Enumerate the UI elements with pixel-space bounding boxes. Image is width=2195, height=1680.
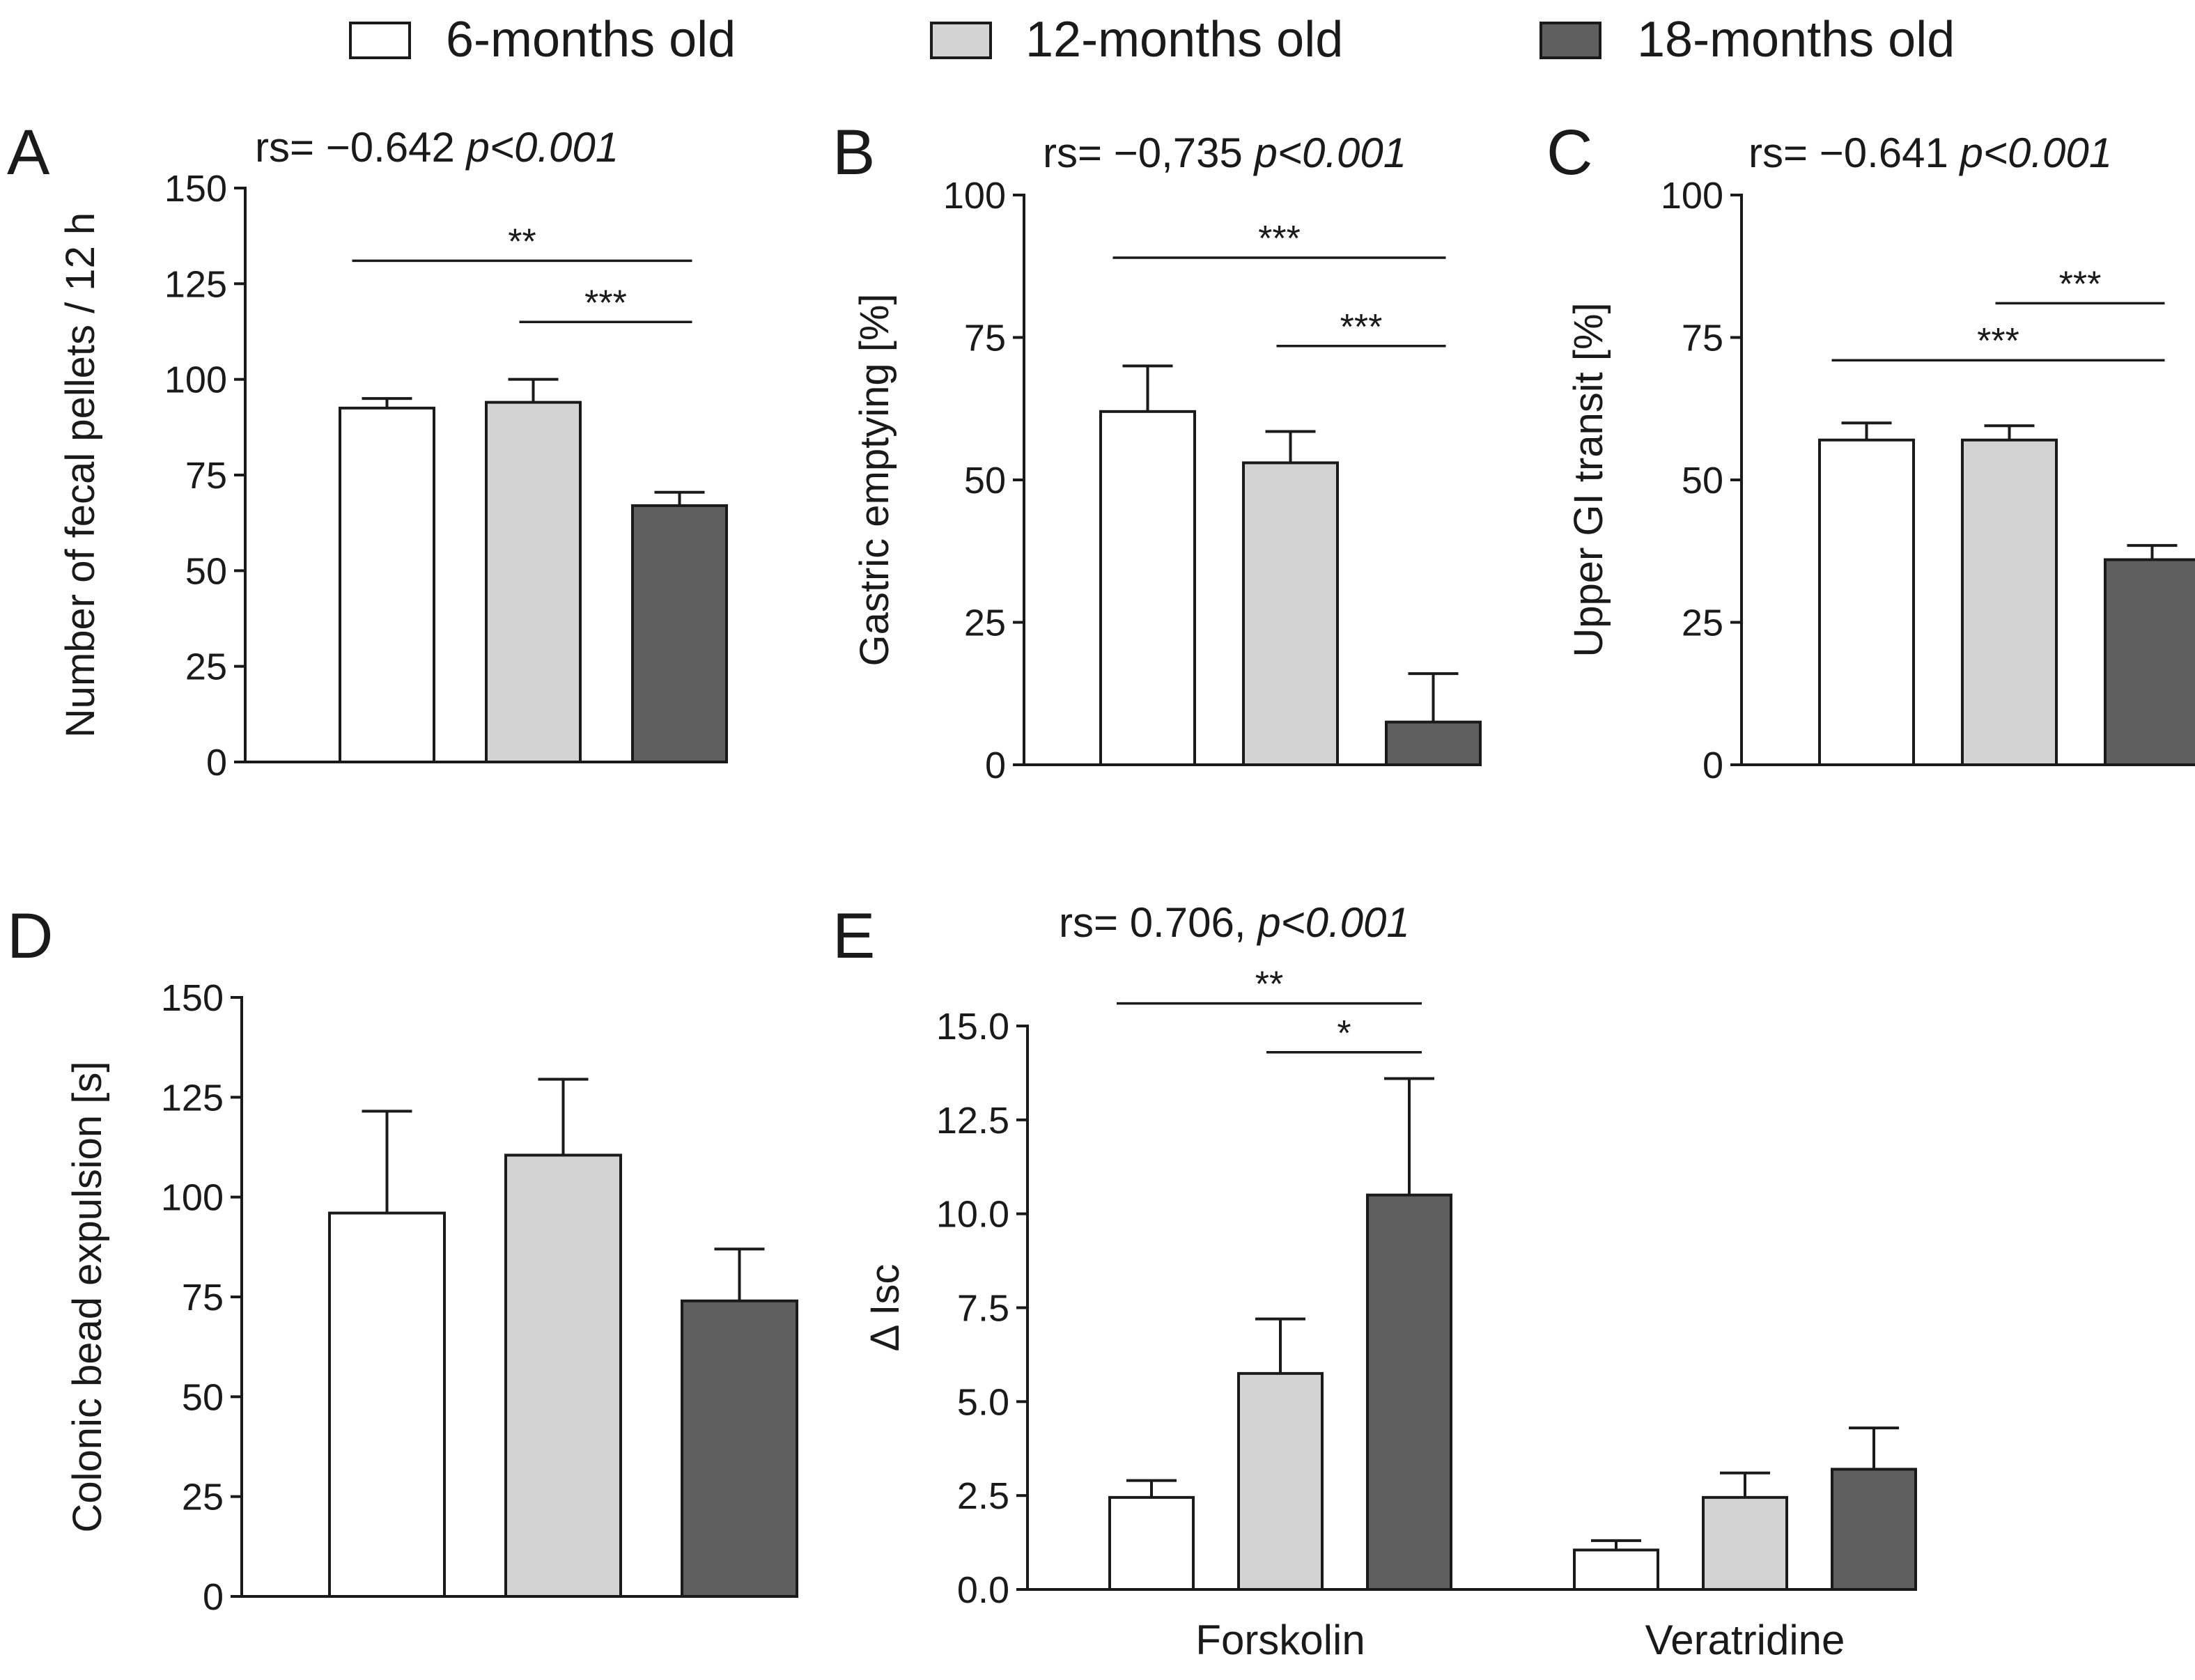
- panel-c-ytick-label: 50: [1682, 460, 1723, 501]
- panel-a-bar-1-3: [631, 504, 728, 763]
- panel-b-sig-label-2: ***: [1340, 307, 1383, 348]
- panel-b-stats-title: rs= −0,735 p<0.001: [1043, 130, 1406, 176]
- panel-c-stats-title: rs= −0.641 p<0.001: [1748, 130, 2112, 176]
- panel-a-sig-label-1: **: [508, 221, 536, 262]
- panel-a-ytick-label: 150: [164, 168, 227, 210]
- panel-e-stats-title: rs= 0.706, p<0.001: [1059, 899, 1410, 946]
- panel-a-bar-1-2: [485, 400, 582, 763]
- panel-e-ytick-label: 15.0: [936, 1006, 1009, 1048]
- panel-e-ytick-label: 10.0: [936, 1194, 1009, 1236]
- panel-e-bar-2-3: [1831, 1468, 1917, 1591]
- panel-c-ytick-label: 100: [1661, 175, 1723, 217]
- panel-e-ytick-label: 0.0: [957, 1569, 1009, 1611]
- panel-e-bar-1-1: [1108, 1495, 1195, 1591]
- panel-e-group-label-1: Forskolin: [1195, 1617, 1365, 1663]
- panel-c-letter: C: [1546, 117, 1592, 188]
- panel-e-bar-2-2: [1702, 1495, 1788, 1591]
- panel-b-stats-p: p<0.001: [1253, 130, 1407, 176]
- panel-b-ylabel: Gastric emptying [%]: [852, 293, 897, 666]
- panel-a-ytick-label: 25: [185, 646, 227, 688]
- legend-swatch-1: [349, 22, 411, 59]
- panel-c-ytick-label: 25: [1682, 602, 1723, 644]
- panel-e-sig-label-1: **: [1255, 965, 1283, 1005]
- panel-c-bar-1-2: [1961, 438, 2058, 766]
- panel-b-bar-1-1: [1099, 410, 1196, 767]
- panel-e-ytick-label: 7.5: [957, 1288, 1009, 1330]
- legend-label-2: 12-months old: [1025, 12, 1343, 68]
- panel-d-ytick-label: 75: [182, 1277, 224, 1319]
- panel-e-group-label-2: Veratridine: [1645, 1617, 1845, 1663]
- panel-e-bar-2-1: [1573, 1548, 1659, 1592]
- panel-b-ytick-label: 50: [964, 460, 1006, 501]
- panel-c-bar-1-3: [2104, 558, 2195, 767]
- panel-d-bar-1-2: [504, 1153, 622, 1598]
- panel-c-stats-p: p<0.001: [1959, 130, 2113, 176]
- panel-b-stats-rs: rs= −0,735: [1043, 130, 1255, 176]
- panel-b-ytick-label: 0: [985, 745, 1006, 786]
- legend: 6-months old 12-months old 18-months old: [349, 12, 1955, 68]
- panel-a-ytick-label: 0: [206, 742, 227, 784]
- panel-d-ytick-label: 50: [182, 1376, 224, 1418]
- legend-label-3: 18-months old: [1637, 12, 1955, 68]
- panel-a-ytick-label: 50: [185, 550, 227, 592]
- panel-d-ytick-label: 0: [203, 1576, 224, 1618]
- panel-e-bar-1-3: [1366, 1193, 1452, 1591]
- panel-e-stats-rs: rs= 0.706,: [1059, 899, 1257, 946]
- panel-d: D 0 25 50 75 100 125 150 Colonic bead expulsion …: [7, 901, 798, 1618]
- panel-a-ytick-label: 75: [185, 455, 227, 497]
- panel-e-ylabel: Δ Isc: [862, 1264, 908, 1352]
- panel-c-ytick-label: 75: [1682, 318, 1723, 359]
- panel-b-ytick-label: 25: [964, 602, 1006, 644]
- panel-d-bar-1-3: [681, 1299, 798, 1598]
- panel-d-ytick-label: 125: [161, 1077, 224, 1119]
- panel-c-sig-label-1: ***: [2059, 264, 2102, 304]
- panel-e-ytick-label: 5.0: [957, 1381, 1009, 1423]
- panel-c-ylabel: Upper GI transit [%]: [1566, 302, 1611, 657]
- panel-c-sig-label-2: ***: [1977, 321, 2019, 361]
- panel-b-bar-1-2: [1242, 461, 1339, 767]
- panel-c-bar-1-1: [1818, 438, 1915, 766]
- panel-e-letter: E: [832, 901, 875, 972]
- panel-b-letter: B: [832, 117, 875, 188]
- panel-a-ylabel: Number of fecal pellets / 12 h: [58, 212, 103, 738]
- panel-b-bar-1-3: [1385, 720, 1482, 767]
- panel-a-stats-rs: rs= −0.642: [255, 124, 467, 171]
- legend-swatch-2: [930, 22, 992, 59]
- panel-e-sig-label-2: *: [1337, 1013, 1351, 1054]
- panel-c-stats-rs: rs= −0.641: [1748, 130, 1960, 176]
- panel-a-bar-1-1: [339, 406, 435, 763]
- panel-a-letter: A: [7, 117, 50, 188]
- panel-d-bar-1-1: [328, 1211, 446, 1598]
- panel-e-ytick-label: 2.5: [957, 1475, 1009, 1517]
- panel-a-ytick-label: 100: [164, 359, 227, 401]
- panel-b-sig-label-1: ***: [1258, 219, 1301, 259]
- panel-d-ylabel: Colonic bead expulsion [s]: [65, 1061, 110, 1532]
- panel-b-ytick-label: 75: [964, 318, 1006, 359]
- legend-label-1: 6-months old: [446, 12, 736, 68]
- panel-d-ytick-label: 150: [161, 977, 224, 1019]
- legend-swatch-3: [1539, 22, 1601, 59]
- panel-a-stats-title: rs= −0.642 p<0.001: [255, 124, 619, 171]
- panel-e-bar-1-2: [1237, 1371, 1324, 1591]
- panel-d-ytick-label: 25: [182, 1477, 224, 1518]
- panel-d-letter: D: [7, 901, 53, 972]
- panel-a-ytick-label: 125: [164, 263, 227, 305]
- panel-a-sig-label-2: ***: [584, 283, 627, 323]
- panel-d-ytick-label: 100: [161, 1177, 224, 1219]
- panel-b-ytick-label: 100: [943, 175, 1006, 217]
- panel-e-ytick-label: 12.5: [936, 1100, 1009, 1142]
- panel-c-ytick-label: 0: [1703, 745, 1723, 786]
- panel-a-stats-p: p<0.001: [465, 124, 619, 171]
- panel-e-stats-p: p<0.001: [1256, 899, 1410, 946]
